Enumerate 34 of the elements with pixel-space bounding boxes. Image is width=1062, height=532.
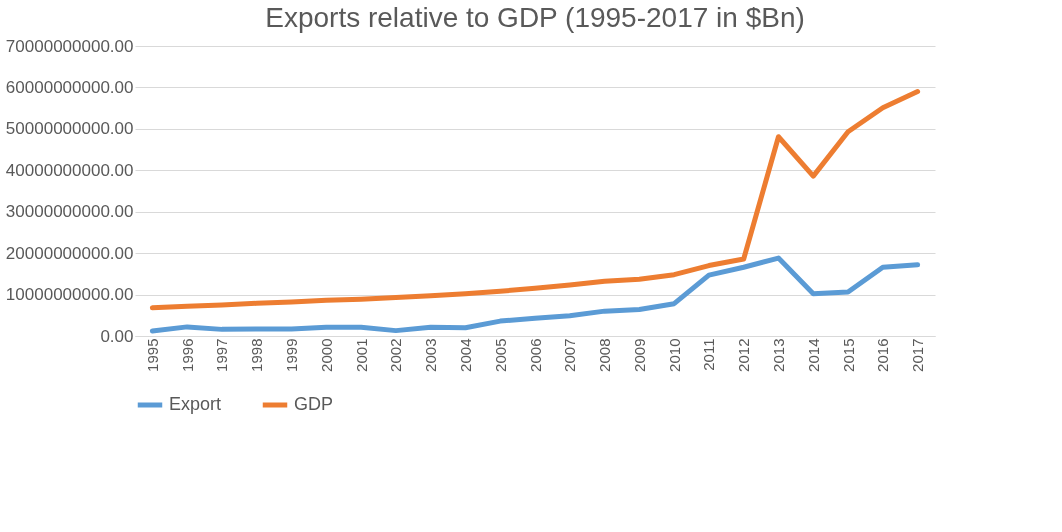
- x-tick-label: 2003: [422, 338, 440, 372]
- x-tick-label: 2011: [700, 338, 718, 371]
- x-tick-label: 2015: [839, 338, 857, 372]
- x-tick-label: 1996: [178, 338, 196, 372]
- x-tick-label: 2006: [526, 338, 544, 372]
- x-tick-label: 2010: [665, 338, 683, 372]
- y-tick-label: 30000000000.00: [5, 202, 134, 222]
- x-tick-label: 2016: [874, 338, 892, 372]
- x-tick-label: 2000: [317, 338, 335, 372]
- x-tick-label: 1997: [213, 338, 231, 372]
- legend-label: Export: [169, 394, 222, 414]
- y-tick-label: 10000000000.00: [5, 285, 134, 305]
- x-tick-label: 1999: [283, 338, 301, 372]
- x-tick-label: 2008: [596, 338, 614, 372]
- x-tick-label: 2005: [491, 338, 509, 372]
- x-tick-label: 2009: [630, 338, 648, 372]
- y-tick-label: 0.00: [100, 326, 134, 346]
- x-tick-label: 2002: [387, 338, 405, 372]
- y-tick-label: 20000000000.00: [5, 243, 134, 263]
- x-tick-label: 2012: [735, 338, 753, 372]
- legend-label: GDP: [294, 394, 334, 414]
- x-tick-label: 2004: [456, 338, 474, 372]
- y-tick-label: 40000000000.00: [5, 160, 134, 180]
- x-tick-label: 2007: [561, 338, 579, 372]
- x-tick-label: 1995: [143, 338, 161, 372]
- x-tick-label: 2013: [769, 338, 787, 372]
- x-tick-label: 1998: [248, 338, 266, 372]
- y-tick-label: 50000000000.00: [5, 119, 134, 139]
- y-tick-label: 60000000000.00: [5, 77, 134, 97]
- x-tick-label: 2014: [804, 338, 822, 372]
- chart-title: Exports relative to GDP (1995-2017 in $Bn): [265, 2, 805, 33]
- x-tick-label: 2001: [352, 338, 370, 372]
- y-tick-label: 70000000000.00: [5, 36, 134, 56]
- x-tick-label: 2017: [909, 338, 927, 372]
